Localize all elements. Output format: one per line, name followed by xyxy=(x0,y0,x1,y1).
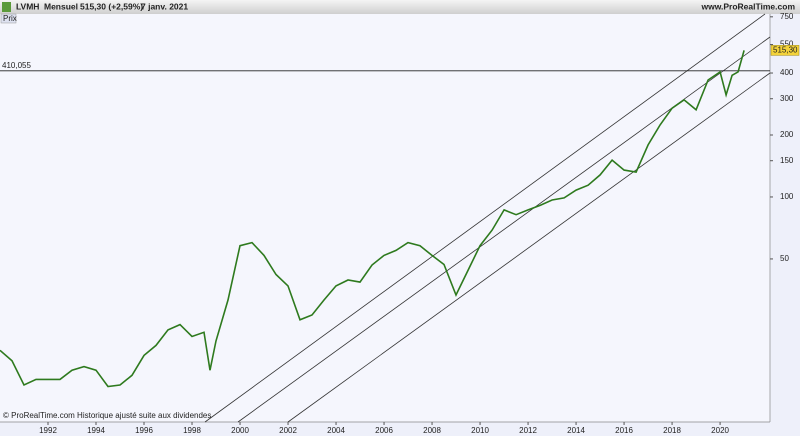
channel-line xyxy=(204,13,766,423)
x-tick-label: 1994 xyxy=(87,426,105,435)
x-tick-label: 2016 xyxy=(615,426,633,435)
x-tick-label: 2018 xyxy=(663,426,681,435)
panel-label: Prix xyxy=(3,14,17,23)
y-tick-label: 50 xyxy=(780,254,789,263)
x-tick-label: 1992 xyxy=(39,426,57,435)
y-tick-label: 300 xyxy=(780,94,794,103)
x-tick-label: 2008 xyxy=(423,426,441,435)
panel-tag xyxy=(0,13,17,24)
x-tick-label: 2010 xyxy=(471,426,489,435)
price-line xyxy=(0,50,745,388)
plot-area xyxy=(0,14,770,422)
x-tick-label: 1996 xyxy=(135,426,153,435)
icon xyxy=(2,2,11,12)
last-price-label: 515,30 xyxy=(773,45,798,54)
y-tick-label: 400 xyxy=(780,68,794,77)
source: www.ProRealTime.com xyxy=(700,1,795,11)
x-tick-label: 1998 xyxy=(183,426,201,435)
x-tick-label: 2012 xyxy=(519,426,537,435)
header-bar xyxy=(0,0,800,14)
last-price-box xyxy=(770,45,800,56)
y-tick-label: 150 xyxy=(780,156,794,165)
x-tick-label: 2014 xyxy=(567,426,585,435)
title: LVMH xyxy=(16,1,39,11)
x-tick-label: 2004 xyxy=(327,426,345,435)
y-tick-label: 100 xyxy=(780,192,794,201)
y-tick-label: 550 xyxy=(780,40,794,49)
x-tick-label: 2006 xyxy=(375,426,393,435)
y-tick-label: 200 xyxy=(780,130,794,139)
footnote: © ProRealTime.com Historique ajusté suit… xyxy=(3,411,211,420)
last-change: 515,30 (+2,59%) xyxy=(80,1,143,11)
subtitle: Mensuel xyxy=(44,1,78,11)
x-tick-label: 2020 xyxy=(711,426,729,435)
date: 7 janv. 2021 xyxy=(141,1,188,11)
channel-line xyxy=(287,72,771,423)
x-tick-label: 2000 xyxy=(231,426,249,435)
reference-label: 410,055 xyxy=(2,61,31,70)
x-tick-label: 2002 xyxy=(279,426,297,435)
y-tick-label: 750 xyxy=(780,12,794,21)
